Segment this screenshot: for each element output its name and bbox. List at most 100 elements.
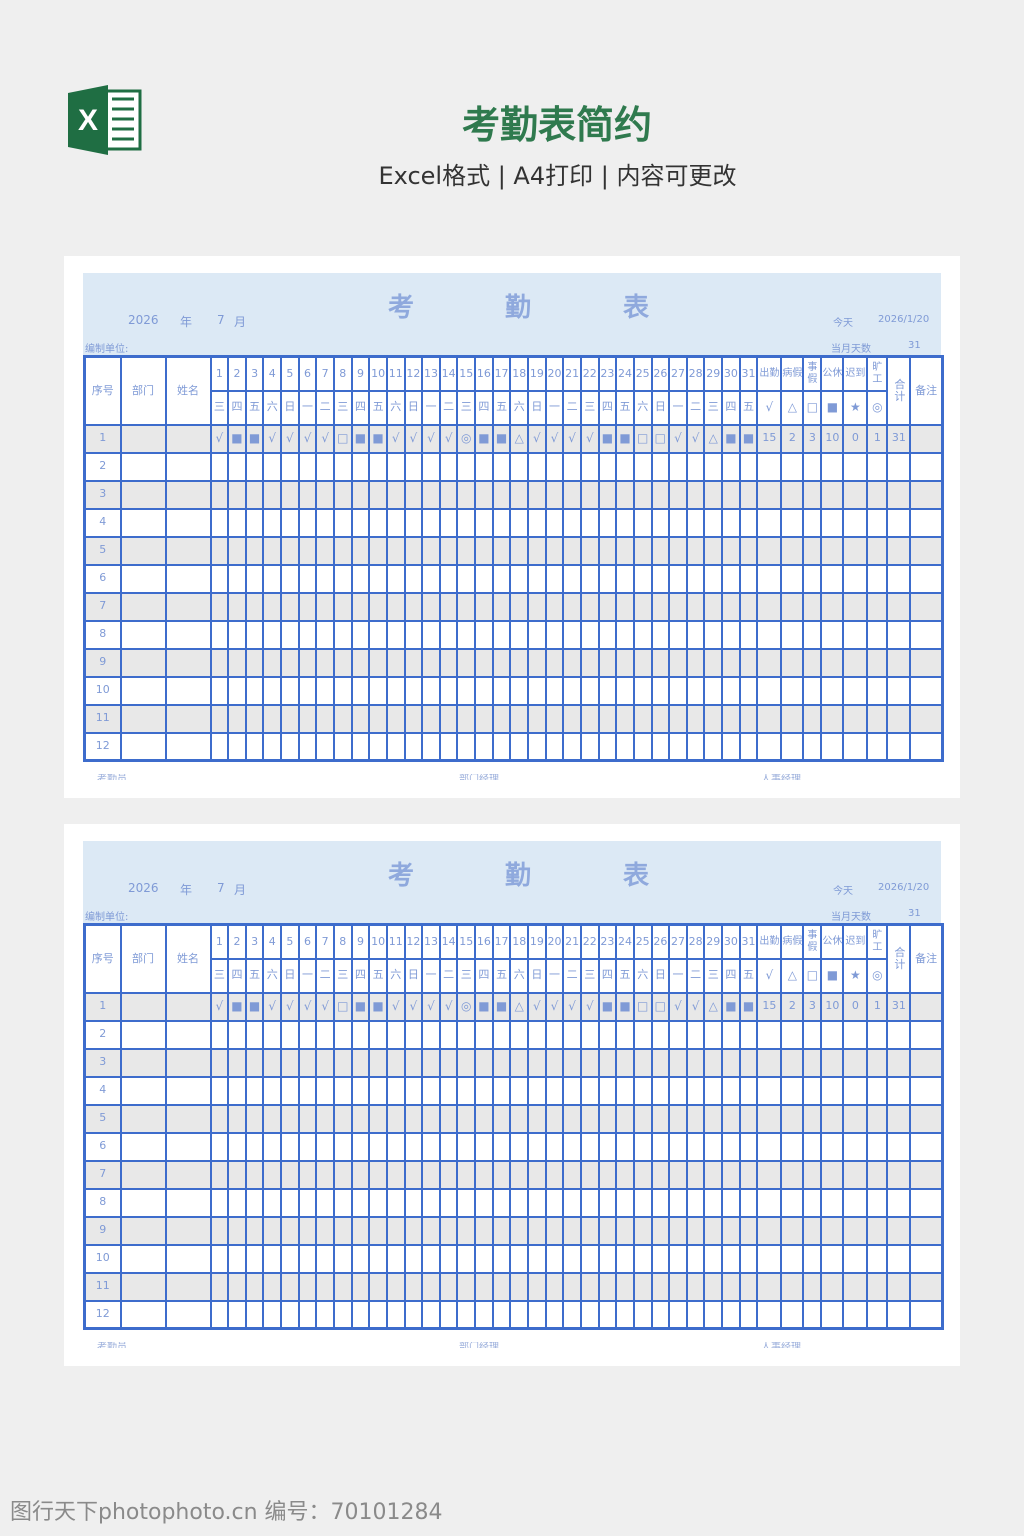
cell-day-mark[interactable] — [703, 1103, 724, 1134]
cell-day-mark[interactable] — [209, 535, 230, 566]
cell-day-mark[interactable] — [527, 1019, 547, 1050]
cell-day-mark[interactable] — [350, 1019, 371, 1050]
cell-remark[interactable] — [909, 535, 944, 566]
cell-day-mark[interactable] — [562, 1271, 582, 1302]
cell-day-mark[interactable] — [333, 1271, 353, 1302]
cell-day-mark[interactable] — [632, 451, 653, 482]
cell-remark[interactable] — [909, 1271, 944, 1302]
cell-day-mark[interactable] — [209, 1243, 230, 1274]
cell-dept[interactable] — [119, 1103, 167, 1134]
cell-name[interactable] — [164, 1103, 212, 1134]
cell-day-mark[interactable] — [333, 647, 353, 678]
cell-day-mark[interactable] — [385, 1299, 406, 1330]
cell-day-mark[interactable] — [315, 1131, 335, 1162]
cell-day-mark[interactable] — [438, 1131, 459, 1162]
cell-day-mark[interactable] — [333, 451, 353, 482]
cell-day-mark[interactable]: ■ — [350, 991, 371, 1022]
cell-day-mark[interactable] — [297, 647, 318, 678]
cell-day-mark[interactable] — [438, 675, 459, 706]
cell-day-mark[interactable] — [544, 1187, 565, 1218]
cell-day-mark[interactable] — [544, 675, 565, 706]
cell-day-mark[interactable] — [579, 703, 600, 734]
cell-day-mark[interactable] — [509, 563, 530, 594]
cell-day-mark[interactable] — [385, 703, 406, 734]
cell-day-mark[interactable] — [333, 563, 353, 594]
cell-day-mark[interactable] — [474, 1299, 494, 1330]
cell-day-mark[interactable] — [703, 1299, 724, 1330]
cell-day-mark[interactable] — [262, 1047, 283, 1078]
cell-name[interactable] — [164, 563, 212, 594]
cell-day-mark[interactable]: ■ — [368, 991, 388, 1022]
cell-day-mark[interactable] — [738, 1243, 759, 1274]
cell-day-mark[interactable] — [262, 1019, 283, 1050]
cell-day-mark[interactable] — [209, 1215, 230, 1246]
cell-day-mark[interactable] — [315, 563, 335, 594]
cell-day-mark[interactable] — [597, 1299, 618, 1330]
cell-day-mark[interactable] — [685, 1075, 706, 1106]
cell-day-mark[interactable] — [685, 1271, 706, 1302]
cell-day-mark[interactable] — [403, 619, 424, 650]
cell-day-mark[interactable] — [421, 619, 441, 650]
cell-day-mark[interactable] — [685, 731, 706, 762]
cell-day-mark[interactable] — [579, 619, 600, 650]
cell-day-mark[interactable] — [280, 507, 300, 538]
cell-day-mark[interactable] — [597, 675, 618, 706]
cell-day-mark[interactable] — [244, 619, 265, 650]
cell-day-mark[interactable] — [209, 1047, 230, 1078]
cell-day-mark[interactable] — [262, 535, 283, 566]
cell-day-mark[interactable] — [333, 1131, 353, 1162]
cell-day-mark[interactable] — [244, 591, 265, 622]
cell-dept[interactable] — [119, 1299, 167, 1330]
cell-day-mark[interactable]: □ — [333, 991, 353, 1022]
cell-day-mark[interactable] — [668, 535, 688, 566]
cell-day-mark[interactable] — [403, 479, 424, 510]
cell-name[interactable] — [164, 703, 212, 734]
cell-day-mark[interactable] — [491, 675, 512, 706]
cell-day-mark[interactable] — [474, 535, 494, 566]
cell-day-mark[interactable] — [738, 591, 759, 622]
cell-day-mark[interactable] — [209, 1187, 230, 1218]
cell-day-mark[interactable] — [385, 479, 406, 510]
cell-day-mark[interactable] — [632, 619, 653, 650]
cell-day-mark[interactable] — [385, 647, 406, 678]
cell-day-mark[interactable]: □ — [650, 991, 671, 1022]
cell-day-mark[interactable] — [685, 1131, 706, 1162]
cell-day-mark[interactable] — [244, 675, 265, 706]
cell-day-mark[interactable]: △ — [703, 991, 724, 1022]
cell-day-mark[interactable] — [738, 731, 759, 762]
cell-day-mark[interactable] — [315, 1215, 335, 1246]
cell-day-mark[interactable] — [315, 619, 335, 650]
cell-day-mark[interactable] — [227, 675, 247, 706]
cell-day-mark[interactable] — [562, 479, 582, 510]
cell-day-mark[interactable] — [350, 731, 371, 762]
cell-day-mark[interactable] — [615, 1215, 635, 1246]
cell-day-mark[interactable] — [668, 479, 688, 510]
cell-day-mark[interactable] — [615, 1271, 635, 1302]
cell-remark[interactable] — [909, 1103, 944, 1134]
cell-day-mark[interactable] — [650, 1131, 671, 1162]
cell-day-mark[interactable]: √ — [315, 423, 335, 454]
cell-day-mark[interactable] — [385, 563, 406, 594]
cell-day-mark[interactable] — [262, 647, 283, 678]
cell-day-mark[interactable] — [703, 1131, 724, 1162]
cell-day-mark[interactable] — [244, 1159, 265, 1190]
cell-day-mark[interactable]: □ — [632, 423, 653, 454]
cell-name[interactable] — [164, 1159, 212, 1190]
cell-day-mark[interactable] — [562, 507, 582, 538]
cell-day-mark[interactable] — [491, 479, 512, 510]
cell-day-mark[interactable] — [509, 1243, 530, 1274]
cell-day-mark[interactable] — [385, 535, 406, 566]
cell-day-mark[interactable] — [579, 1187, 600, 1218]
cell-day-mark[interactable]: √ — [544, 991, 565, 1022]
cell-remark[interactable] — [909, 563, 944, 594]
cell-dept[interactable] — [119, 647, 167, 678]
cell-day-mark[interactable] — [209, 563, 230, 594]
cell-day-mark[interactable] — [491, 1047, 512, 1078]
cell-day-mark[interactable] — [385, 591, 406, 622]
cell-day-mark[interactable] — [738, 703, 759, 734]
cell-day-mark[interactable] — [650, 451, 671, 482]
cell-day-mark[interactable] — [527, 1159, 547, 1190]
cell-day-mark[interactable] — [227, 1019, 247, 1050]
cell-day-mark[interactable] — [685, 563, 706, 594]
cell-day-mark[interactable] — [421, 675, 441, 706]
